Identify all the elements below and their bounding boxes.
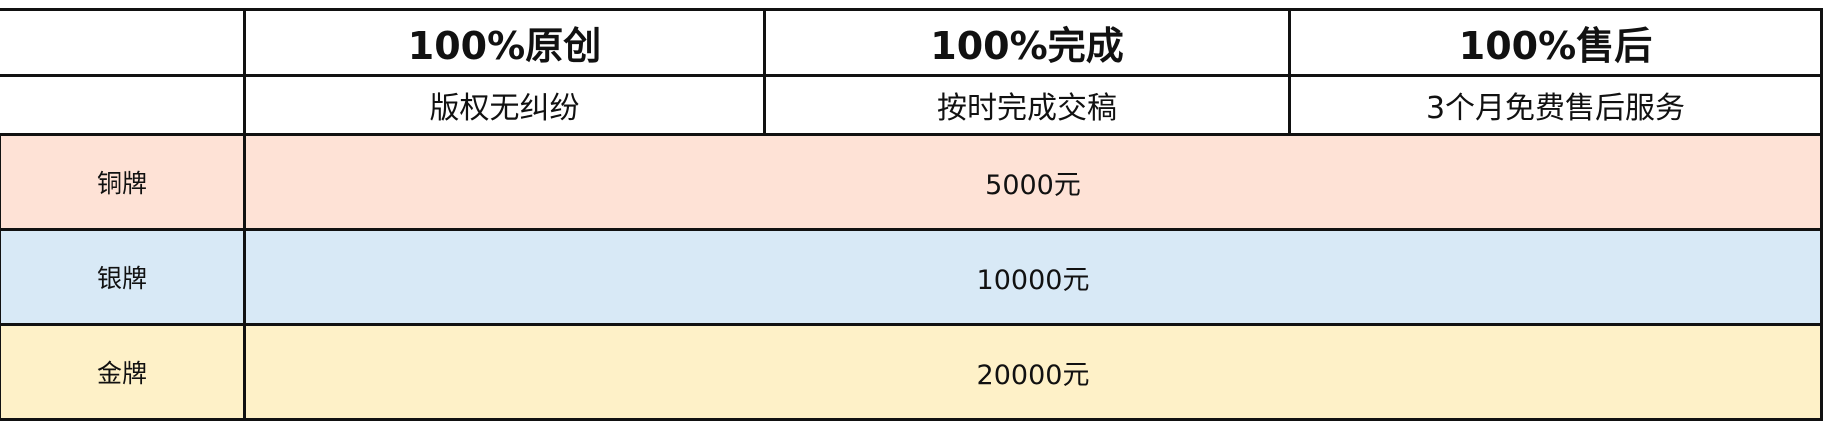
feature-subtitle-complete: 按时完成交稿 [763,74,1291,136]
tier-name: 铜牌 [0,133,246,231]
feature-subtitle-row: 版权无纠纷 按时完成交稿 3个月免费售后服务 [0,74,1823,136]
tier-price: 5000元 [243,133,1823,231]
tier-row-silver: 银牌 10000元 [0,228,1823,326]
empty-corner-cell [0,74,246,136]
tier-price: 10000元 [243,228,1823,326]
feature-title-original: 100%原创 [243,8,766,77]
tier-row-bronze: 铜牌 5000元 [0,133,1823,231]
tier-price: 20000元 [243,323,1823,421]
tier-name: 银牌 [0,228,246,326]
empty-corner-cell [0,8,246,77]
pricing-table: 100%原创 100%完成 100%售后 版权无纠纷 按时完成交稿 3个月免费售… [0,8,1823,421]
tier-name: 金牌 [0,323,246,421]
feature-title-complete: 100%完成 [763,8,1291,77]
feature-title-aftersales: 100%售后 [1288,8,1823,77]
feature-subtitle-aftersales: 3个月免费售后服务 [1288,74,1823,136]
feature-title-row: 100%原创 100%完成 100%售后 [0,8,1823,77]
tier-row-gold: 金牌 20000元 [0,323,1823,421]
feature-subtitle-original: 版权无纠纷 [243,74,766,136]
